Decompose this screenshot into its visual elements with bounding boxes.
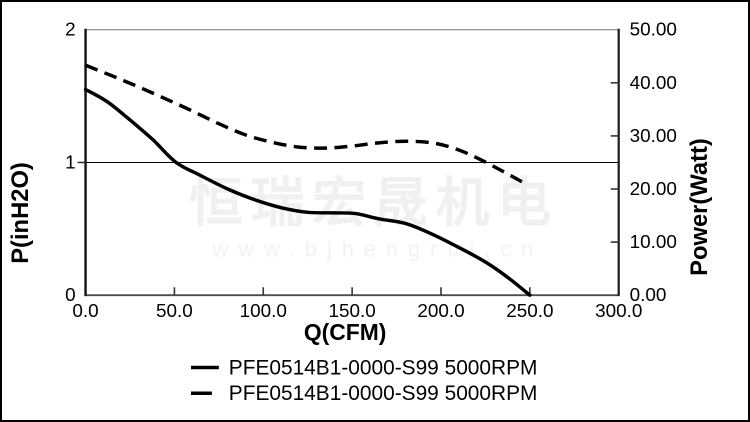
x-tick-label: 200.0 <box>417 300 464 321</box>
watermark-website-text: www.bjhengrui.cn <box>212 237 544 262</box>
y-right-tick-label: 50.00 <box>630 19 677 40</box>
y-right-tick-labels: 0.00 10.00 20.00 30.00 40.00 50.00 <box>630 19 677 305</box>
y-right-tick-label: 30.00 <box>630 125 677 146</box>
y-right-tick-label: 10.00 <box>630 231 677 252</box>
watermark: 恒瑞宏晟机电 www.bjhengrui.cn <box>189 173 559 262</box>
watermark-company-text: 恒瑞宏晟机电 <box>189 173 559 233</box>
y-left-tick-labels: 0 1 2 <box>65 19 76 305</box>
legend-label-solid: PFE0514B1-0000-S99 5000RPM <box>229 356 538 379</box>
y-right-tick-label: 20.00 <box>630 178 677 199</box>
y-left-tick-label: 2 <box>65 19 76 40</box>
y-left-tick-label: 1 <box>65 151 76 172</box>
y-axis-right-title: Power(Watt) <box>686 138 713 276</box>
x-tick-label: 0.0 <box>72 300 98 321</box>
x-tick-labels: 0.0 50.0 100.0 150.0 200.0 250.0 300.0 <box>72 300 642 321</box>
x-tick-label: 100.0 <box>240 300 287 321</box>
x-axis-title: Q(CFM) <box>304 319 387 345</box>
x-tick-label: 150.0 <box>328 300 375 321</box>
x-tick-label: 50.0 <box>156 300 193 321</box>
x-tick-label: 250.0 <box>506 300 553 321</box>
y-left-tick-label: 0 <box>65 284 76 305</box>
tick-marks <box>77 82 619 296</box>
y-right-tick-label: 40.00 <box>630 72 677 93</box>
y-axis-left-title: P(inH2O) <box>7 162 34 264</box>
y-right-tick-label: 0.00 <box>630 284 667 305</box>
x-tick-label: 300.0 <box>595 300 642 321</box>
pressure-curve-solid <box>83 87 532 297</box>
power-curve-dashed <box>84 63 528 186</box>
legend: PFE0514B1-0000-S99 5000RPM PFE0514B1-000… <box>190 356 538 405</box>
legend-label-dashed: PFE0514B1-0000-S99 5000RPM <box>229 382 538 405</box>
